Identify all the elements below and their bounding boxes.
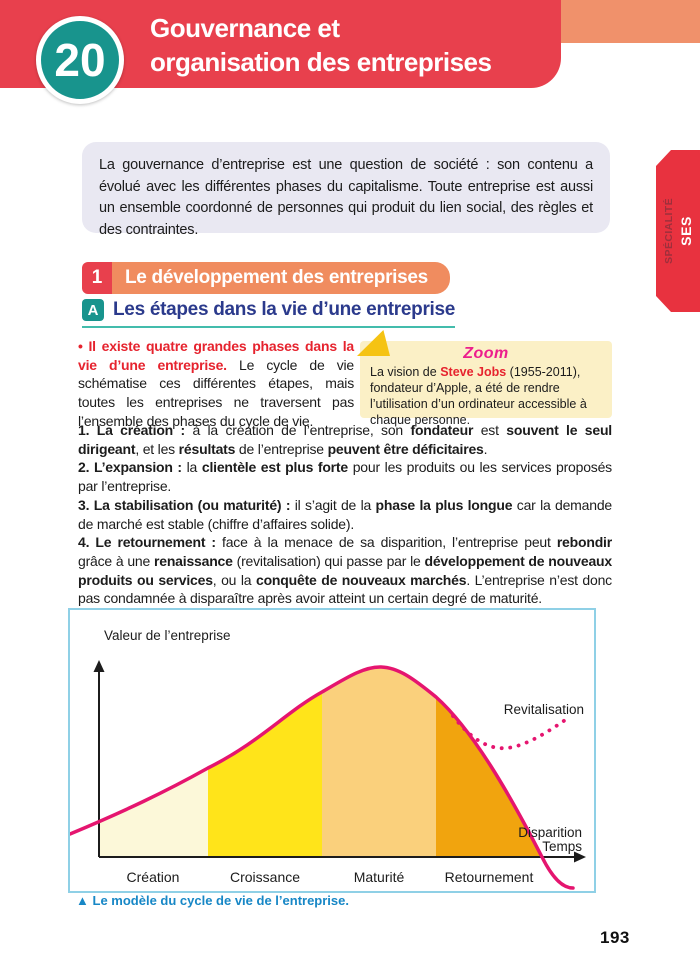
list-item-creation: 1. La création : à la création de l’entr… bbox=[78, 422, 612, 457]
caption-text: Le modèle du cycle de vie de l’entrepris… bbox=[92, 893, 350, 908]
x-axis-label: Temps bbox=[542, 839, 582, 854]
subsection-a-header: A Les étapes dans la vie d’une entrepris… bbox=[82, 299, 455, 328]
subsection-letter-badge: A bbox=[82, 299, 104, 321]
intro-box: La gouvernance d’entreprise est une ques… bbox=[82, 142, 610, 238]
section-title: Le développement des entreprises bbox=[112, 262, 450, 294]
section-1-header: 1 Le développement des entreprises bbox=[82, 262, 450, 294]
zoom-box: Zoom La vision de Steve Jobs (1955-2011)… bbox=[357, 330, 612, 427]
area-retournement bbox=[436, 667, 542, 857]
speciality-ses-tab: SPÉCIALITÉ SES bbox=[656, 150, 700, 312]
section-number-badge: 1 bbox=[82, 262, 112, 294]
tab-specialite-label: SPÉCIALITÉ bbox=[662, 198, 675, 264]
phase-label-creation: Création bbox=[127, 869, 180, 885]
phase-areas bbox=[99, 667, 542, 857]
chapter-title: Gouvernance et organisation des entrepri… bbox=[150, 11, 492, 79]
figure-caption: ▲ Le modèle du cycle de vie de l’entrepr… bbox=[76, 893, 349, 908]
page-number: 193 bbox=[600, 928, 630, 947]
list-item-retournement: 4. Le retournement : face à la menace de… bbox=[78, 534, 612, 607]
annotation-disparition: Disparition bbox=[518, 825, 582, 840]
x-axis-arrow-icon bbox=[574, 851, 586, 863]
folded-corner-icon bbox=[357, 330, 390, 356]
lifecycle-chart-svg: Valeur de l’entreprise Revitalisation Di… bbox=[70, 628, 586, 890]
phase-label-maturite: Maturité bbox=[354, 869, 405, 885]
zoom-box-text: La vision de Steve Jobs (1955-2011), fon… bbox=[370, 365, 587, 427]
chapter-number-badge: 20 bbox=[36, 16, 124, 104]
y-axis-arrow-icon bbox=[93, 660, 105, 672]
zoom-box-title: Zoom bbox=[463, 345, 509, 362]
caption-triangle-icon: ▲ bbox=[76, 893, 89, 908]
paragraph-four-phases: • Il existe quatre grandes phases dans l… bbox=[78, 338, 354, 429]
chapter-number: 20 bbox=[54, 34, 106, 86]
lifecycle-curve bbox=[70, 665, 575, 890]
lifecycle-chart: Valeur de l’entreprise Revitalisation Di… bbox=[68, 608, 596, 893]
revitalisation-dotted-curve bbox=[451, 714, 570, 751]
phase-label-croissance: Croissance bbox=[230, 869, 300, 885]
y-axis-label: Valeur de l’entreprise bbox=[104, 628, 231, 643]
subsection-title: Les étapes dans la vie d’une entreprise bbox=[113, 299, 456, 320]
area-creation bbox=[99, 667, 208, 857]
list-item-stabilisation: 3. La stabilisation (ou maturité) : il s… bbox=[78, 496, 612, 532]
phase-label-retournement: Retournement bbox=[445, 869, 534, 885]
tab-ses-label: SES bbox=[677, 216, 694, 246]
phase-list: 1. La création : à la création de l’entr… bbox=[78, 421, 612, 608]
area-maturite bbox=[322, 667, 436, 857]
list-item-expansion: 2. L’expansion : la clientèle est plus f… bbox=[78, 459, 612, 495]
corner-accent-strip bbox=[561, 0, 700, 43]
chapter-title-line1: Gouvernance et bbox=[150, 13, 340, 43]
annotation-revitalisation: Revitalisation bbox=[504, 702, 584, 717]
chapter-title-line2: organisation des entreprises bbox=[150, 47, 492, 77]
